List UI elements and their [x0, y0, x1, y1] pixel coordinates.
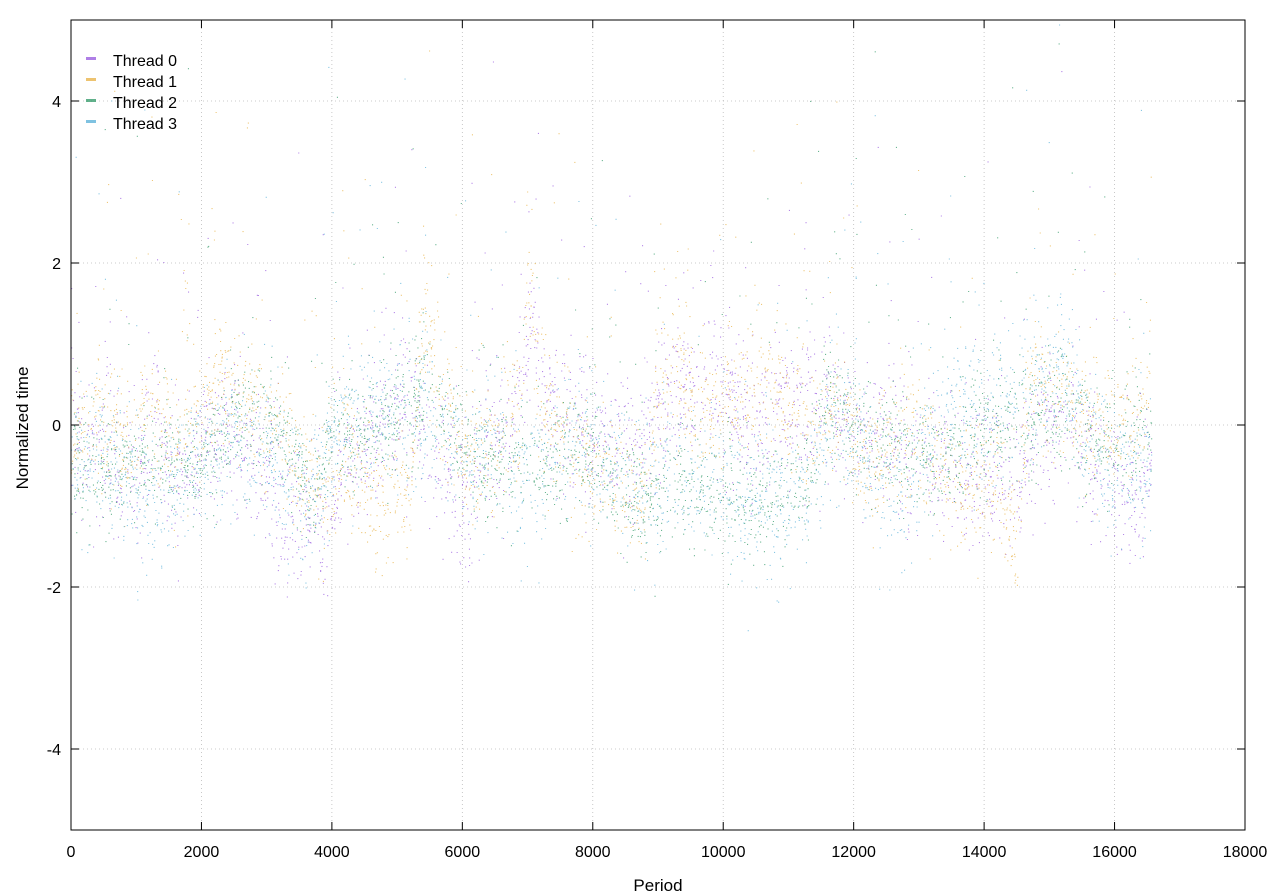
- x-tick-label: 18000: [1223, 844, 1268, 861]
- x-tick-label: 12000: [831, 844, 876, 861]
- legend-swatch: [86, 78, 96, 81]
- series-points-thread-0: [71, 61, 1153, 598]
- legend-label: Thread 0: [113, 53, 177, 70]
- x-tick-label: 2000: [184, 844, 220, 861]
- y-tick-label: -4: [47, 742, 61, 759]
- y-axis-title: Normalized time: [13, 367, 32, 490]
- data-points: [71, 24, 1153, 632]
- series-points-thread-2: [71, 43, 1153, 597]
- legend-label: Thread 3: [113, 116, 177, 133]
- x-axis-title: Period: [633, 876, 682, 895]
- x-tick-label: 0: [67, 844, 76, 861]
- legend-label: Thread 2: [113, 95, 177, 112]
- legend: Thread 0 Thread 1 Thread 2 Thread 3: [86, 53, 177, 133]
- x-tick-label: 6000: [445, 844, 481, 861]
- plot-frame: [70, 19, 1246, 831]
- x-tick-label: 8000: [575, 844, 611, 861]
- series-points-thread-3: [71, 24, 1153, 632]
- series-points-thread-1: [71, 50, 1152, 586]
- y-tick-label: 4: [52, 94, 61, 111]
- grid-lines: [71, 20, 1245, 830]
- legend-swatch: [86, 57, 96, 60]
- y-tick-label: 2: [52, 256, 61, 273]
- x-tick-label: 10000: [701, 844, 746, 861]
- legend-swatch: [86, 99, 96, 102]
- x-tick-label: 4000: [314, 844, 350, 861]
- x-tick-label: 16000: [1092, 844, 1137, 861]
- x-tick-label: 14000: [962, 844, 1007, 861]
- tick-labels: 0 2000 4000 6000 8000 10000 12000 14000 16000 180…: [47, 94, 1268, 861]
- legend-swatch: [86, 120, 96, 123]
- y-tick-label: 0: [52, 418, 61, 435]
- y-tick-label: -2: [47, 580, 61, 597]
- legend-label: Thread 1: [113, 74, 177, 91]
